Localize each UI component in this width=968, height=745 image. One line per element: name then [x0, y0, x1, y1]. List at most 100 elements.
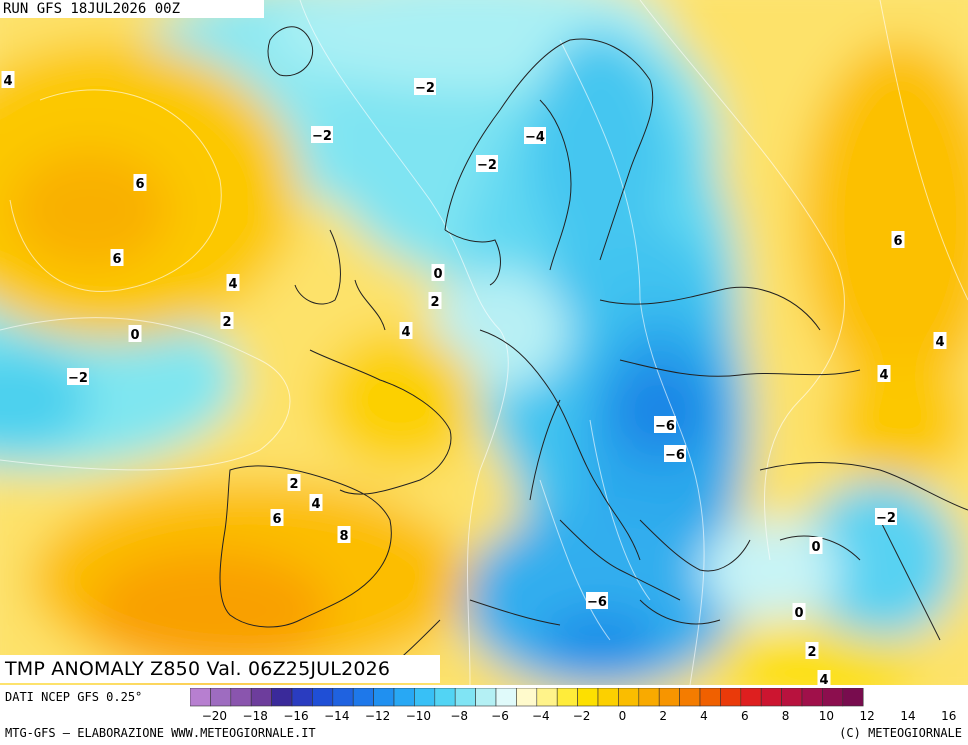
- legend-swatch: [230, 688, 252, 707]
- contour-label-bg: [476, 155, 498, 172]
- contour-label-bg: [428, 292, 442, 309]
- legend-swatch: [822, 688, 844, 707]
- legend-tick-label: −2: [573, 709, 591, 723]
- contour-label-bg: [337, 526, 351, 543]
- legend-tick-label: 12: [860, 709, 875, 723]
- contour-label: 4: [401, 325, 410, 340]
- legend-swatch: [842, 688, 864, 707]
- legend-swatch: [516, 688, 538, 707]
- contour-label-bg: [664, 445, 686, 462]
- legend-swatch: [801, 688, 823, 707]
- legend-swatch: [434, 688, 456, 707]
- contour-label: 4: [228, 277, 237, 292]
- contour-label: 4: [3, 74, 12, 89]
- contour-label: 4: [311, 497, 320, 512]
- legend-swatch: [597, 688, 619, 707]
- legend-swatch: [210, 688, 232, 707]
- legend-swatch: [352, 688, 374, 707]
- contour-label: 6: [893, 234, 902, 249]
- contour-label-bg: [431, 264, 445, 281]
- legend-tick-label: −16: [283, 709, 308, 723]
- coastlines: [219, 26, 968, 676]
- contour-label-bg: [110, 249, 124, 266]
- legend-swatch: [536, 688, 558, 707]
- contour-label-bg: [399, 322, 413, 339]
- contour-label-bg: [220, 312, 234, 329]
- contour-label-bg: [226, 274, 240, 291]
- legend-swatch: [556, 688, 578, 707]
- copyright: (C) METEOGIORNALE: [839, 726, 962, 740]
- legend-swatch: [393, 688, 415, 707]
- legend-tick-label: 6: [741, 709, 749, 723]
- legend-swatch: [312, 688, 334, 707]
- contour-label-bg: [933, 332, 947, 349]
- legend-swatch: [679, 688, 701, 707]
- legend-swatch: [658, 688, 680, 707]
- contour-label-bg: [654, 416, 676, 433]
- data-source: DATI NCEP GFS 0.25°: [5, 690, 143, 704]
- legend-tick-label: −14: [324, 709, 349, 723]
- credit-line: MTG-GFS – ELABORAZIONE WWW.METEOGIORNALE…: [5, 726, 316, 740]
- legend-swatch: [699, 688, 721, 707]
- legend-swatch: [475, 688, 497, 707]
- contour-label: 8: [339, 529, 348, 544]
- legend-swatch: [414, 688, 436, 707]
- legend-swatch: [495, 688, 517, 707]
- isolines: [0, 0, 968, 685]
- contour-label: 2: [222, 315, 231, 330]
- contour-label: −6: [665, 448, 685, 463]
- legend-tick-label: −10: [406, 709, 431, 723]
- contour-label: −2: [415, 81, 435, 96]
- legend-swatch: [720, 688, 742, 707]
- contour-label: 4: [879, 368, 888, 383]
- contour-label-bg: [805, 642, 819, 659]
- legend-swatch: [271, 688, 293, 707]
- contour-label: 4: [819, 673, 828, 685]
- contour-label-bg: [1, 71, 15, 88]
- legend-tick-label: 10: [819, 709, 834, 723]
- contour-label-bg: [792, 603, 806, 620]
- contour-label: 0: [433, 267, 442, 282]
- contour-label-bg: [309, 494, 323, 511]
- contour-label-bg: [414, 78, 436, 95]
- contour-label: −2: [312, 129, 332, 144]
- contour-label-bg: [524, 127, 546, 144]
- legend-swatch: [618, 688, 640, 707]
- contour-label: −4: [525, 130, 545, 145]
- legend-tick-label: 8: [782, 709, 790, 723]
- legend-swatch: [454, 688, 476, 707]
- legend-tick-label: 0: [619, 709, 627, 723]
- contour-label: 6: [135, 177, 144, 192]
- contour-label-bg: [891, 231, 905, 248]
- legend-tick-label: −4: [532, 709, 550, 723]
- contour-label: 0: [794, 606, 803, 621]
- legend-swatch: [638, 688, 660, 707]
- contour-label-bg: [287, 474, 301, 491]
- legend-tick-label: 16: [941, 709, 956, 723]
- contour-label: −2: [477, 158, 497, 173]
- contour-label-bg: [311, 126, 333, 143]
- contour-label-bg: [128, 325, 142, 342]
- contour-label: 2: [807, 645, 816, 660]
- legend-tick-label: 2: [659, 709, 667, 723]
- contour-label: 4: [935, 335, 944, 350]
- legend-tick-label: −20: [202, 709, 227, 723]
- contour-label-bg: [133, 174, 147, 191]
- legend-tick-label: −18: [243, 709, 268, 723]
- contour-label-bg: [270, 509, 284, 526]
- contour-label-bg: [877, 365, 891, 382]
- legend-swatch: [190, 688, 211, 707]
- contour-label-bg: [809, 537, 823, 554]
- legend-tick-label: −8: [450, 709, 468, 723]
- legend-tick-label: −12: [365, 709, 390, 723]
- contour-label: −2: [68, 371, 88, 386]
- legend-swatch: [332, 688, 354, 707]
- contour-label: 6: [112, 252, 121, 267]
- contour-label-bg: [817, 670, 831, 685]
- contour-label-bg: [875, 508, 897, 525]
- legend-swatch: [373, 688, 395, 707]
- run-label: RUN GFS 18JUL2026 00Z: [0, 0, 264, 18]
- legend-swatch: [250, 688, 272, 707]
